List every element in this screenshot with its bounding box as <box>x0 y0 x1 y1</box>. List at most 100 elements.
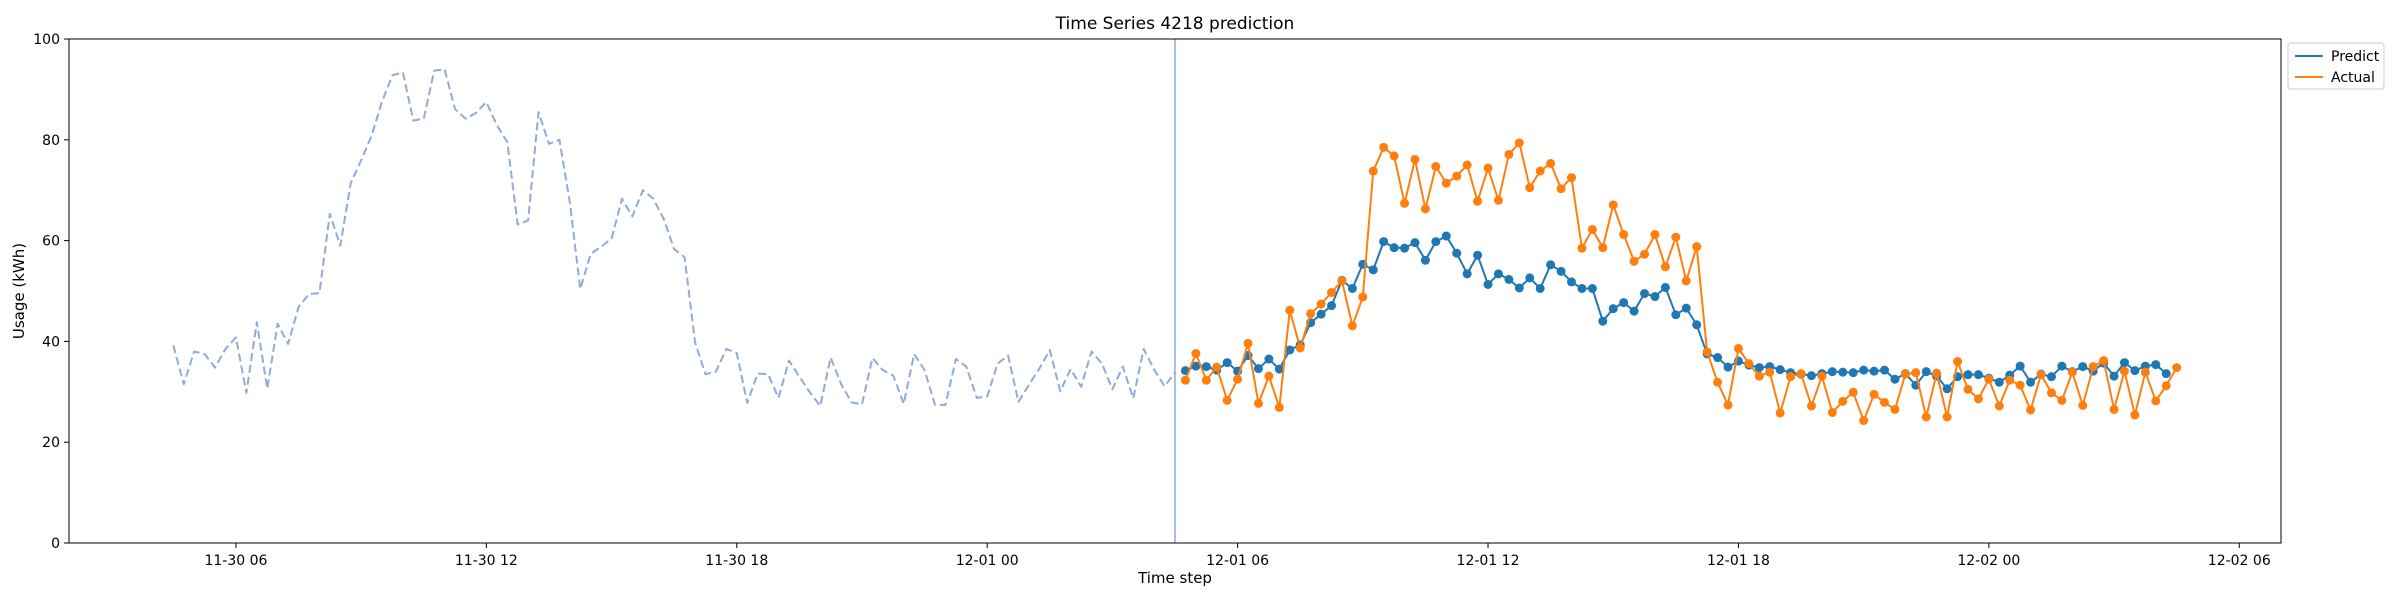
data-point-actual <box>1368 166 1378 176</box>
data-point-prediction <box>1806 371 1816 381</box>
data-point-actual <box>1765 367 1775 377</box>
data-point-prediction <box>1994 377 2004 387</box>
data-point-prediction <box>1410 238 1420 248</box>
data-point-actual <box>1306 309 1316 319</box>
data-point-prediction <box>1253 364 1263 374</box>
data-point-prediction <box>2026 377 2036 387</box>
data-point-actual <box>1420 204 1430 214</box>
data-point-actual <box>2099 356 2109 366</box>
data-point-prediction <box>1713 353 1723 363</box>
data-point-prediction <box>1441 231 1451 241</box>
data-point-actual <box>1264 371 1274 381</box>
data-point-actual <box>1973 394 1983 404</box>
data-point-prediction <box>1191 361 1201 371</box>
data-point-actual <box>1733 343 1743 353</box>
data-point-prediction <box>1316 309 1326 319</box>
data-point-actual <box>1953 357 1963 367</box>
data-point-prediction <box>1264 354 1274 364</box>
data-point-actual <box>1692 242 1702 252</box>
data-point-prediction <box>1483 279 1493 289</box>
data-point-actual <box>2036 370 2046 380</box>
y-tick-label: 20 <box>42 435 60 451</box>
data-point-prediction <box>1880 365 1890 375</box>
data-point-prediction <box>1514 283 1524 293</box>
data-point-prediction <box>1921 367 1931 377</box>
data-point-actual <box>2161 381 2171 391</box>
data-point-prediction <box>1848 368 1858 378</box>
x-tick-label: 11-30 12 <box>455 553 518 569</box>
data-point-actual <box>1587 225 1597 235</box>
data-point-prediction <box>1692 320 1702 330</box>
data-point-prediction <box>2046 372 2056 382</box>
data-point-actual <box>1546 158 1556 168</box>
data-point-actual <box>1848 387 1858 397</box>
data-point-actual <box>1702 347 1712 357</box>
data-point-prediction <box>1493 269 1503 279</box>
data-point-prediction <box>2151 360 2161 370</box>
x-tick-label: 12-01 12 <box>1457 553 1520 569</box>
data-point-actual <box>1222 395 1232 405</box>
data-point-actual <box>2015 380 2025 390</box>
data-point-prediction <box>1963 370 1973 380</box>
data-point-actual <box>1911 368 1921 378</box>
data-point-actual <box>1838 396 1848 406</box>
data-point-prediction <box>1504 274 1514 284</box>
data-point-prediction <box>2161 369 2171 379</box>
data-point-actual <box>1180 375 1190 385</box>
data-point-actual <box>1671 232 1681 242</box>
x-tick-label: 12-01 00 <box>956 553 1019 569</box>
data-point-actual <box>1253 398 1263 408</box>
data-point-actual <box>1744 359 1754 369</box>
data-point-actual <box>1243 338 1253 348</box>
data-point-actual <box>1525 183 1535 193</box>
data-point-prediction <box>1525 273 1535 283</box>
data-point-actual <box>2026 405 2036 415</box>
data-point-prediction <box>1201 362 1211 372</box>
data-point-prediction <box>1473 250 1483 260</box>
data-point-prediction <box>1775 365 1785 375</box>
data-point-actual <box>1806 401 1816 411</box>
x-tick-label: 11-30 18 <box>705 553 768 569</box>
data-point-prediction <box>1566 277 1576 287</box>
data-point-prediction <box>2109 371 2119 381</box>
data-point-actual <box>1212 362 1222 372</box>
data-point-actual <box>1754 371 1764 381</box>
data-point-prediction <box>1973 370 1983 380</box>
data-point-prediction <box>1452 248 1462 258</box>
chart-title: Time Series 4218 prediction <box>1055 14 1295 34</box>
data-point-actual <box>1556 184 1566 194</box>
data-point-actual <box>1514 138 1524 148</box>
legend-label-actual: Actual <box>2331 70 2375 86</box>
data-point-prediction <box>1400 243 1410 253</box>
data-point-actual <box>1400 198 1410 208</box>
data-point-actual <box>1994 401 2004 411</box>
data-point-actual <box>1608 200 1618 210</box>
data-point-actual <box>1681 276 1691 286</box>
data-point-prediction <box>1274 364 1284 374</box>
data-point-actual <box>2088 362 2098 372</box>
data-point-prediction <box>1629 306 1639 316</box>
data-point-actual <box>1431 162 1441 172</box>
data-point-prediction <box>1420 255 1430 265</box>
data-point-prediction <box>1671 310 1681 320</box>
data-point-actual <box>1410 154 1420 164</box>
data-point-actual <box>1201 375 1211 385</box>
data-point-actual <box>1827 407 1837 417</box>
data-point-actual <box>1295 343 1305 353</box>
data-point-prediction <box>1827 367 1837 377</box>
data-point-actual <box>1900 369 1910 379</box>
data-point-actual <box>2119 366 2129 376</box>
data-point-actual <box>1796 369 1806 379</box>
x-tick-label: 12-01 18 <box>1707 553 1770 569</box>
data-point-actual <box>1984 374 1994 384</box>
data-point-prediction <box>1859 365 1869 375</box>
data-point-actual <box>1880 397 1890 407</box>
data-point-prediction <box>1222 358 1232 368</box>
data-point-actual <box>1598 243 1608 253</box>
y-tick-label: 100 <box>33 32 60 48</box>
data-point-prediction <box>1389 243 1399 253</box>
data-point-prediction <box>1285 345 1295 355</box>
y-tick-label: 80 <box>42 133 60 149</box>
data-point-actual <box>1775 408 1785 418</box>
